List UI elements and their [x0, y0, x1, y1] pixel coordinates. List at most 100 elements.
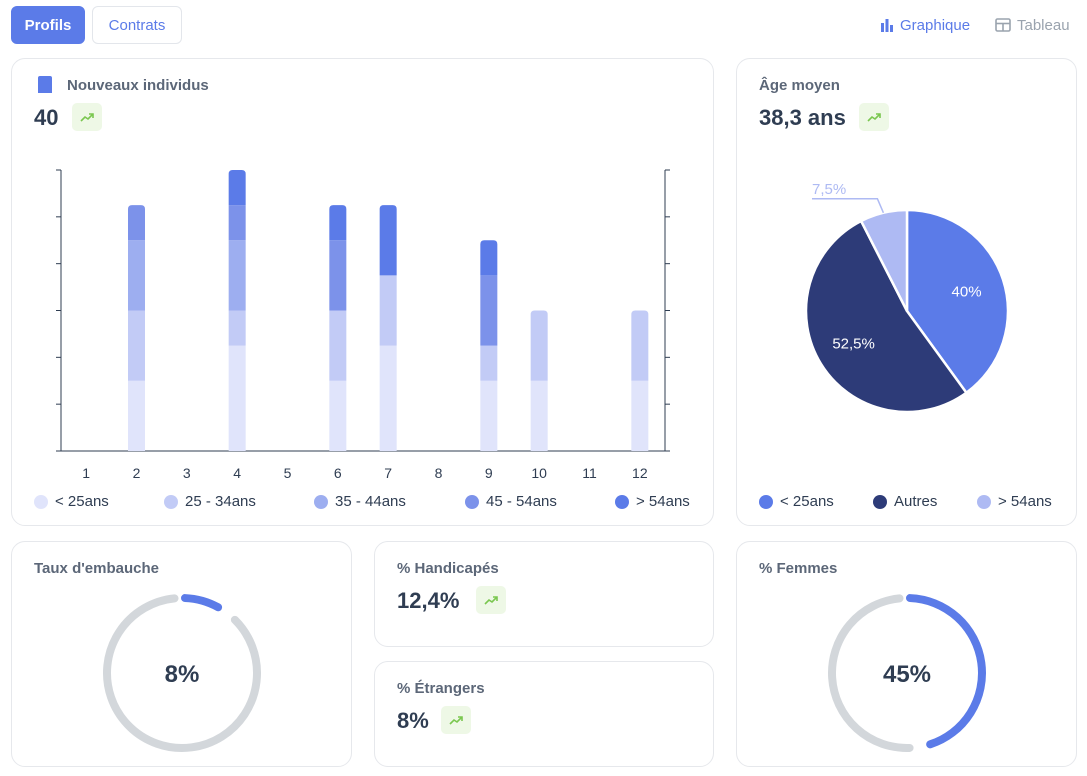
pie-slice[interactable]: [859, 208, 909, 312]
x-tick-label: 7: [384, 465, 392, 481]
bar-segment[interactable]: [480, 240, 498, 276]
legend-item-autres: Autres: [873, 493, 937, 510]
x-tick-label: 10: [531, 465, 547, 481]
x-tick-label: 8: [435, 465, 443, 481]
bar-segment[interactable]: [228, 205, 246, 241]
bar-segment[interactable]: [329, 240, 347, 311]
legend-item-25-34: 25 - 34ans: [164, 493, 256, 510]
gauge-value-arc: [905, 594, 986, 749]
legend-swatch: [164, 494, 178, 509]
bar-segment[interactable]: [329, 380, 347, 451]
bar-segment[interactable]: [631, 380, 649, 451]
bookmark-icon: [38, 76, 52, 98]
foreigners-value: 8%: [397, 708, 429, 733]
table-icon: [995, 18, 1011, 32]
bar-segment[interactable]: [228, 170, 246, 206]
gauge-value-arc: [180, 594, 223, 612]
legend-swatch: [759, 494, 773, 509]
pie-slice[interactable]: [804, 219, 969, 414]
x-tick-label: 9: [485, 465, 493, 481]
bar-segment[interactable]: [530, 310, 548, 381]
legend-label: 35 - 44ans: [335, 493, 406, 510]
bar-segment[interactable]: [329, 310, 347, 381]
women-gauge: 45%: [828, 594, 986, 752]
avg-age-value: 38,3 ans: [759, 105, 846, 130]
disabled-value: 12,4%: [397, 588, 460, 613]
trend-up-icon: [72, 103, 102, 131]
bar-segment[interactable]: [228, 345, 246, 451]
x-tick-label: 6: [334, 465, 342, 481]
legend-label: Autres: [894, 493, 938, 510]
x-tick-label: 5: [284, 465, 292, 481]
x-tick-label: 1: [82, 465, 90, 481]
pie-slice-label: 52,5%: [832, 336, 875, 353]
foreigners-card: % Étrangers 8%: [374, 661, 714, 767]
legend-label: < 25ans: [780, 493, 834, 510]
x-tick-label: 12: [632, 465, 648, 481]
legend-swatch: [314, 494, 328, 509]
bar-segment[interactable]: [480, 275, 498, 346]
bar-segment[interactable]: [530, 380, 548, 451]
trend-up-icon: [476, 586, 506, 614]
hiring-rate-title: Taux d'embauche: [34, 560, 159, 577]
x-tick-label: 3: [183, 465, 191, 481]
legend-label: 25 - 34ans: [185, 493, 256, 510]
bar-segment[interactable]: [379, 205, 397, 276]
gauge-value-label: 45%: [883, 661, 931, 688]
trend-up-icon: [859, 103, 889, 131]
foreigners-title: % Étrangers: [397, 680, 485, 697]
bar-segment[interactable]: [128, 240, 145, 311]
hiring-rate-gauge: 8%: [103, 594, 261, 752]
tab-contrats[interactable]: Contrats: [92, 6, 182, 44]
bar-segment[interactable]: [631, 310, 649, 381]
legend-label: > 54ans: [998, 493, 1052, 510]
legend-label: 45 - 54ans: [486, 493, 557, 510]
bar-segment[interactable]: [480, 380, 498, 451]
bar-segment[interactable]: [128, 205, 145, 241]
legend-item-under-25: < 25ans: [34, 493, 109, 510]
new-individuals-value: 40: [34, 105, 59, 130]
pie-label-leader: [812, 198, 885, 214]
disabled-title: % Handicapés: [397, 560, 499, 577]
view-table-button[interactable]: Tableau: [995, 14, 1070, 36]
legend-swatch: [977, 494, 991, 509]
age-pie-chart: 40% 52,5% 7,5%: [804, 181, 1010, 414]
pie-slice-label: 40%: [952, 284, 982, 301]
legend-swatch: [615, 494, 629, 509]
legend-item-over-54: > 54ans: [977, 493, 1052, 510]
legend-label: < 25ans: [55, 493, 109, 510]
view-graph-button[interactable]: Graphique: [880, 14, 970, 36]
x-tick-label: 4: [233, 465, 241, 481]
bar-segment[interactable]: [228, 240, 246, 311]
legend-item-under-25: < 25ans: [759, 493, 834, 510]
women-title: % Femmes: [759, 560, 838, 577]
bar-segment[interactable]: [379, 275, 397, 346]
legend-item-over-54: > 54ans: [615, 493, 690, 510]
bar-segment[interactable]: [128, 380, 145, 451]
bar-segment[interactable]: [379, 345, 397, 451]
view-graph-label: Graphique: [900, 16, 971, 34]
legend-item-35-44: 35 - 44ans: [314, 493, 406, 510]
disabled-card: % Handicapés 12,4%: [374, 541, 714, 647]
legend-label: > 54ans: [636, 493, 690, 510]
bar-segment[interactable]: [228, 310, 246, 346]
gauge-track-arc: [828, 594, 914, 752]
avg-age-title: Âge moyen: [759, 77, 840, 94]
gauge-track-arc: [103, 594, 261, 752]
bar-segment[interactable]: [329, 205, 347, 241]
x-tick-label: 2: [133, 465, 141, 481]
new-individuals-card: Nouveaux individus 40 1 2 3 4 5 6 7 8 9 10 11 12 < …: [11, 58, 714, 526]
x-tick-label: 11: [582, 465, 597, 481]
view-table-label: Tableau: [1017, 16, 1070, 34]
bar-segment[interactable]: [480, 345, 498, 381]
legend-swatch: [34, 494, 48, 509]
legend-item-45-54: 45 - 54ans: [465, 493, 557, 510]
legend-swatch: [873, 494, 887, 509]
pie-slice-label: 7,5%: [812, 181, 846, 198]
women-card: % Femmes 45%: [736, 541, 1077, 767]
tab-profils[interactable]: Profils: [11, 6, 85, 44]
bar-segment[interactable]: [128, 310, 145, 381]
pie-slice[interactable]: [905, 208, 1010, 395]
hiring-rate-card: Taux d'embauche 8%: [11, 541, 352, 767]
bar-chart-icon: [880, 18, 894, 32]
